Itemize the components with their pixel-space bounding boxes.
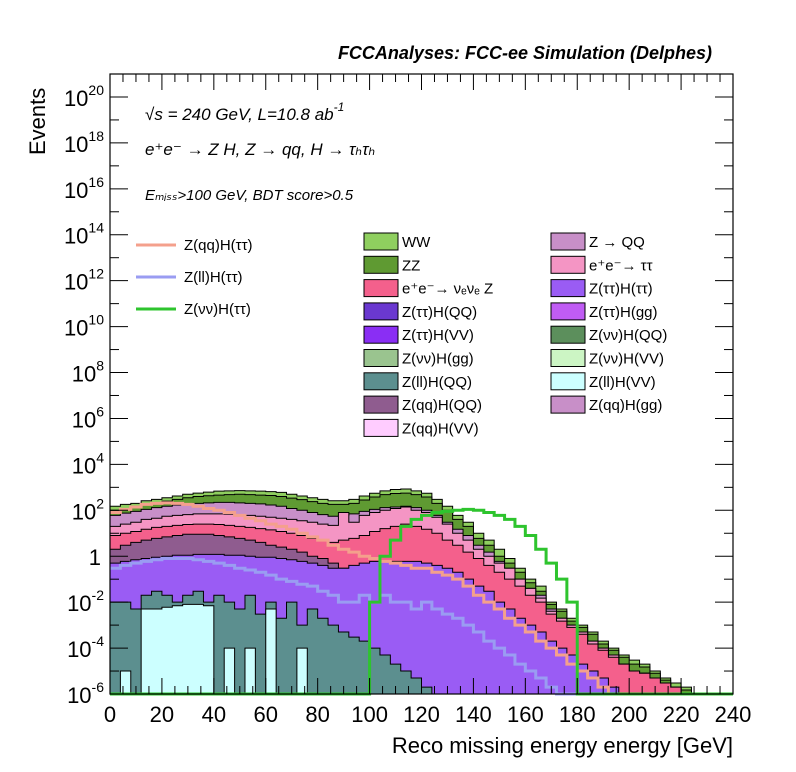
legend-fill-label: e⁺e⁻→ ττ	[589, 257, 653, 274]
legend-fill-label: Z → QQ	[589, 234, 645, 251]
x-tick-label: 200	[611, 702, 648, 727]
legend-fill-label: WW	[402, 234, 431, 251]
legend-fill-label: e⁺e⁻→ νₑνₑ Z	[402, 281, 493, 298]
legend-fill-swatch	[550, 255, 586, 274]
x-tick-label: 160	[507, 702, 544, 727]
legend-fill-label: Z(ττ)H(VV)	[402, 327, 474, 344]
legend-fill-label: Z(qq)H(VV)	[402, 420, 479, 437]
legend-fill-label: Z(ττ)H(gg)	[589, 304, 658, 321]
legend-fill-swatch	[550, 232, 586, 251]
y-tick-label: 1014	[64, 220, 104, 249]
legend-fill-swatch	[550, 395, 586, 414]
legend-fill-label: Z(ll)H(VV)	[589, 374, 656, 391]
x-tick-label: 180	[559, 702, 596, 727]
y-axis-title: Events	[25, 88, 50, 155]
x-tick-label: 140	[455, 702, 492, 727]
legend-fill-label: Z(νν)H(VV)	[589, 351, 664, 368]
x-tick-label: 60	[254, 702, 278, 727]
legend-fill-label: Z(νν)H(QQ)	[589, 327, 667, 344]
annotation-energy-lumi: √s = 240 GeV, L=10.8 ab-1	[145, 100, 344, 124]
annotation-lumi-exp: -1	[334, 100, 345, 114]
annotation-lumi: = 240 GeV, L=10.8 ab	[168, 105, 334, 124]
legend-fill-swatch	[363, 372, 399, 391]
series-line-0	[110, 501, 733, 696]
legend-fill-label: Z(qq)H(gg)	[589, 397, 662, 414]
legend-fill-swatch	[363, 395, 399, 414]
y-tick-label: 1020	[64, 82, 104, 111]
y-tick-label: 10-4	[67, 633, 104, 662]
y-tick-label: 1018	[64, 128, 104, 157]
y-tick-label: 104	[72, 449, 104, 478]
legend-fill-swatch	[550, 372, 586, 391]
legend-fill-label: Z(ττ)H(ττ)	[589, 281, 653, 298]
legend-fill-swatch	[550, 302, 586, 321]
y-tick-label: 106	[72, 403, 104, 432]
axis-ticks	[109, 73, 734, 695]
legend-fill-swatch	[550, 279, 586, 298]
legend-fill-swatch	[363, 349, 399, 367]
y-tick-label: 1016	[64, 174, 104, 203]
annotation-process: e⁺e⁻ → Z H, Z → qq, H → τₕτₕ	[145, 140, 375, 159]
legend-fill-label: Z(ττ)H(QQ)	[402, 304, 477, 321]
x-tick-label: 20	[150, 702, 174, 727]
legend-fill-label: Z(qq)H(QQ)	[402, 397, 482, 414]
legend-fill-swatch	[363, 255, 399, 274]
legend-line-label: Z(ll)H(ττ)	[184, 269, 243, 286]
legend-fill-label: ZZ	[402, 257, 420, 274]
y-tick-label: 1012	[64, 266, 104, 295]
svg-text:√s = 240 GeV, L=10.8 ab-1: √s = 240 GeV, L=10.8 ab-1	[145, 100, 344, 124]
legend-fill-label: Z(νν)H(gg)	[402, 351, 474, 368]
y-tick-label: 10-2	[67, 587, 104, 616]
annotation-selection: Eₘᵢₛₛ>100 GeV, BDT score>0.5	[145, 187, 354, 204]
legend-fill-label: Z(ll)H(QQ)	[402, 374, 472, 391]
legend-fill-swatch	[363, 279, 399, 298]
x-tick-label: 120	[403, 702, 440, 727]
x-axis-title: Reco missing energy energy [GeV]	[392, 733, 733, 758]
legend-fill-swatch	[550, 325, 586, 344]
y-tick-label: 10-6	[67, 679, 104, 708]
legend-signals: Z(qq)H(ττ) Z(ll)H(ττ) Z(νν)H(ττ)	[136, 237, 253, 318]
header-title: FCCAnalyses: FCC-ee Simulation (Delphes)	[338, 43, 712, 63]
axis-tick-labels: 0 20 40 60 80 100 120 140 160 180 200 220 240 10-6 10-…	[64, 82, 751, 727]
legend-fill-swatch	[550, 349, 586, 367]
legend-backgrounds: WW Z → QQ ZZ e⁺e⁻→ ττ e⁺e⁻→ νₑνₑ Z Z(ττ)H(ττ)…	[363, 232, 667, 437]
y-tick-label: 1	[89, 545, 101, 570]
legend-fill-swatch	[363, 325, 399, 344]
x-tick-label: 40	[202, 702, 226, 727]
legend-fill-swatch	[363, 418, 399, 437]
x-tick-label: 240	[715, 702, 752, 727]
legend-line-label: Z(qq)H(ττ)	[184, 237, 253, 254]
legend-fill-swatch	[363, 232, 399, 251]
x-tick-label: 100	[351, 702, 388, 727]
x-tick-label: 80	[305, 702, 329, 727]
legend-line-label: Z(νν)H(ττ)	[184, 301, 251, 318]
y-tick-label: 102	[72, 495, 104, 524]
x-tick-label: 0	[104, 702, 116, 727]
y-tick-label: 1010	[64, 312, 104, 341]
x-tick-label: 220	[663, 702, 700, 727]
annotation-sqrt: √s	[145, 105, 163, 124]
y-tick-label: 108	[72, 358, 104, 387]
legend-fill-swatch	[363, 302, 399, 321]
